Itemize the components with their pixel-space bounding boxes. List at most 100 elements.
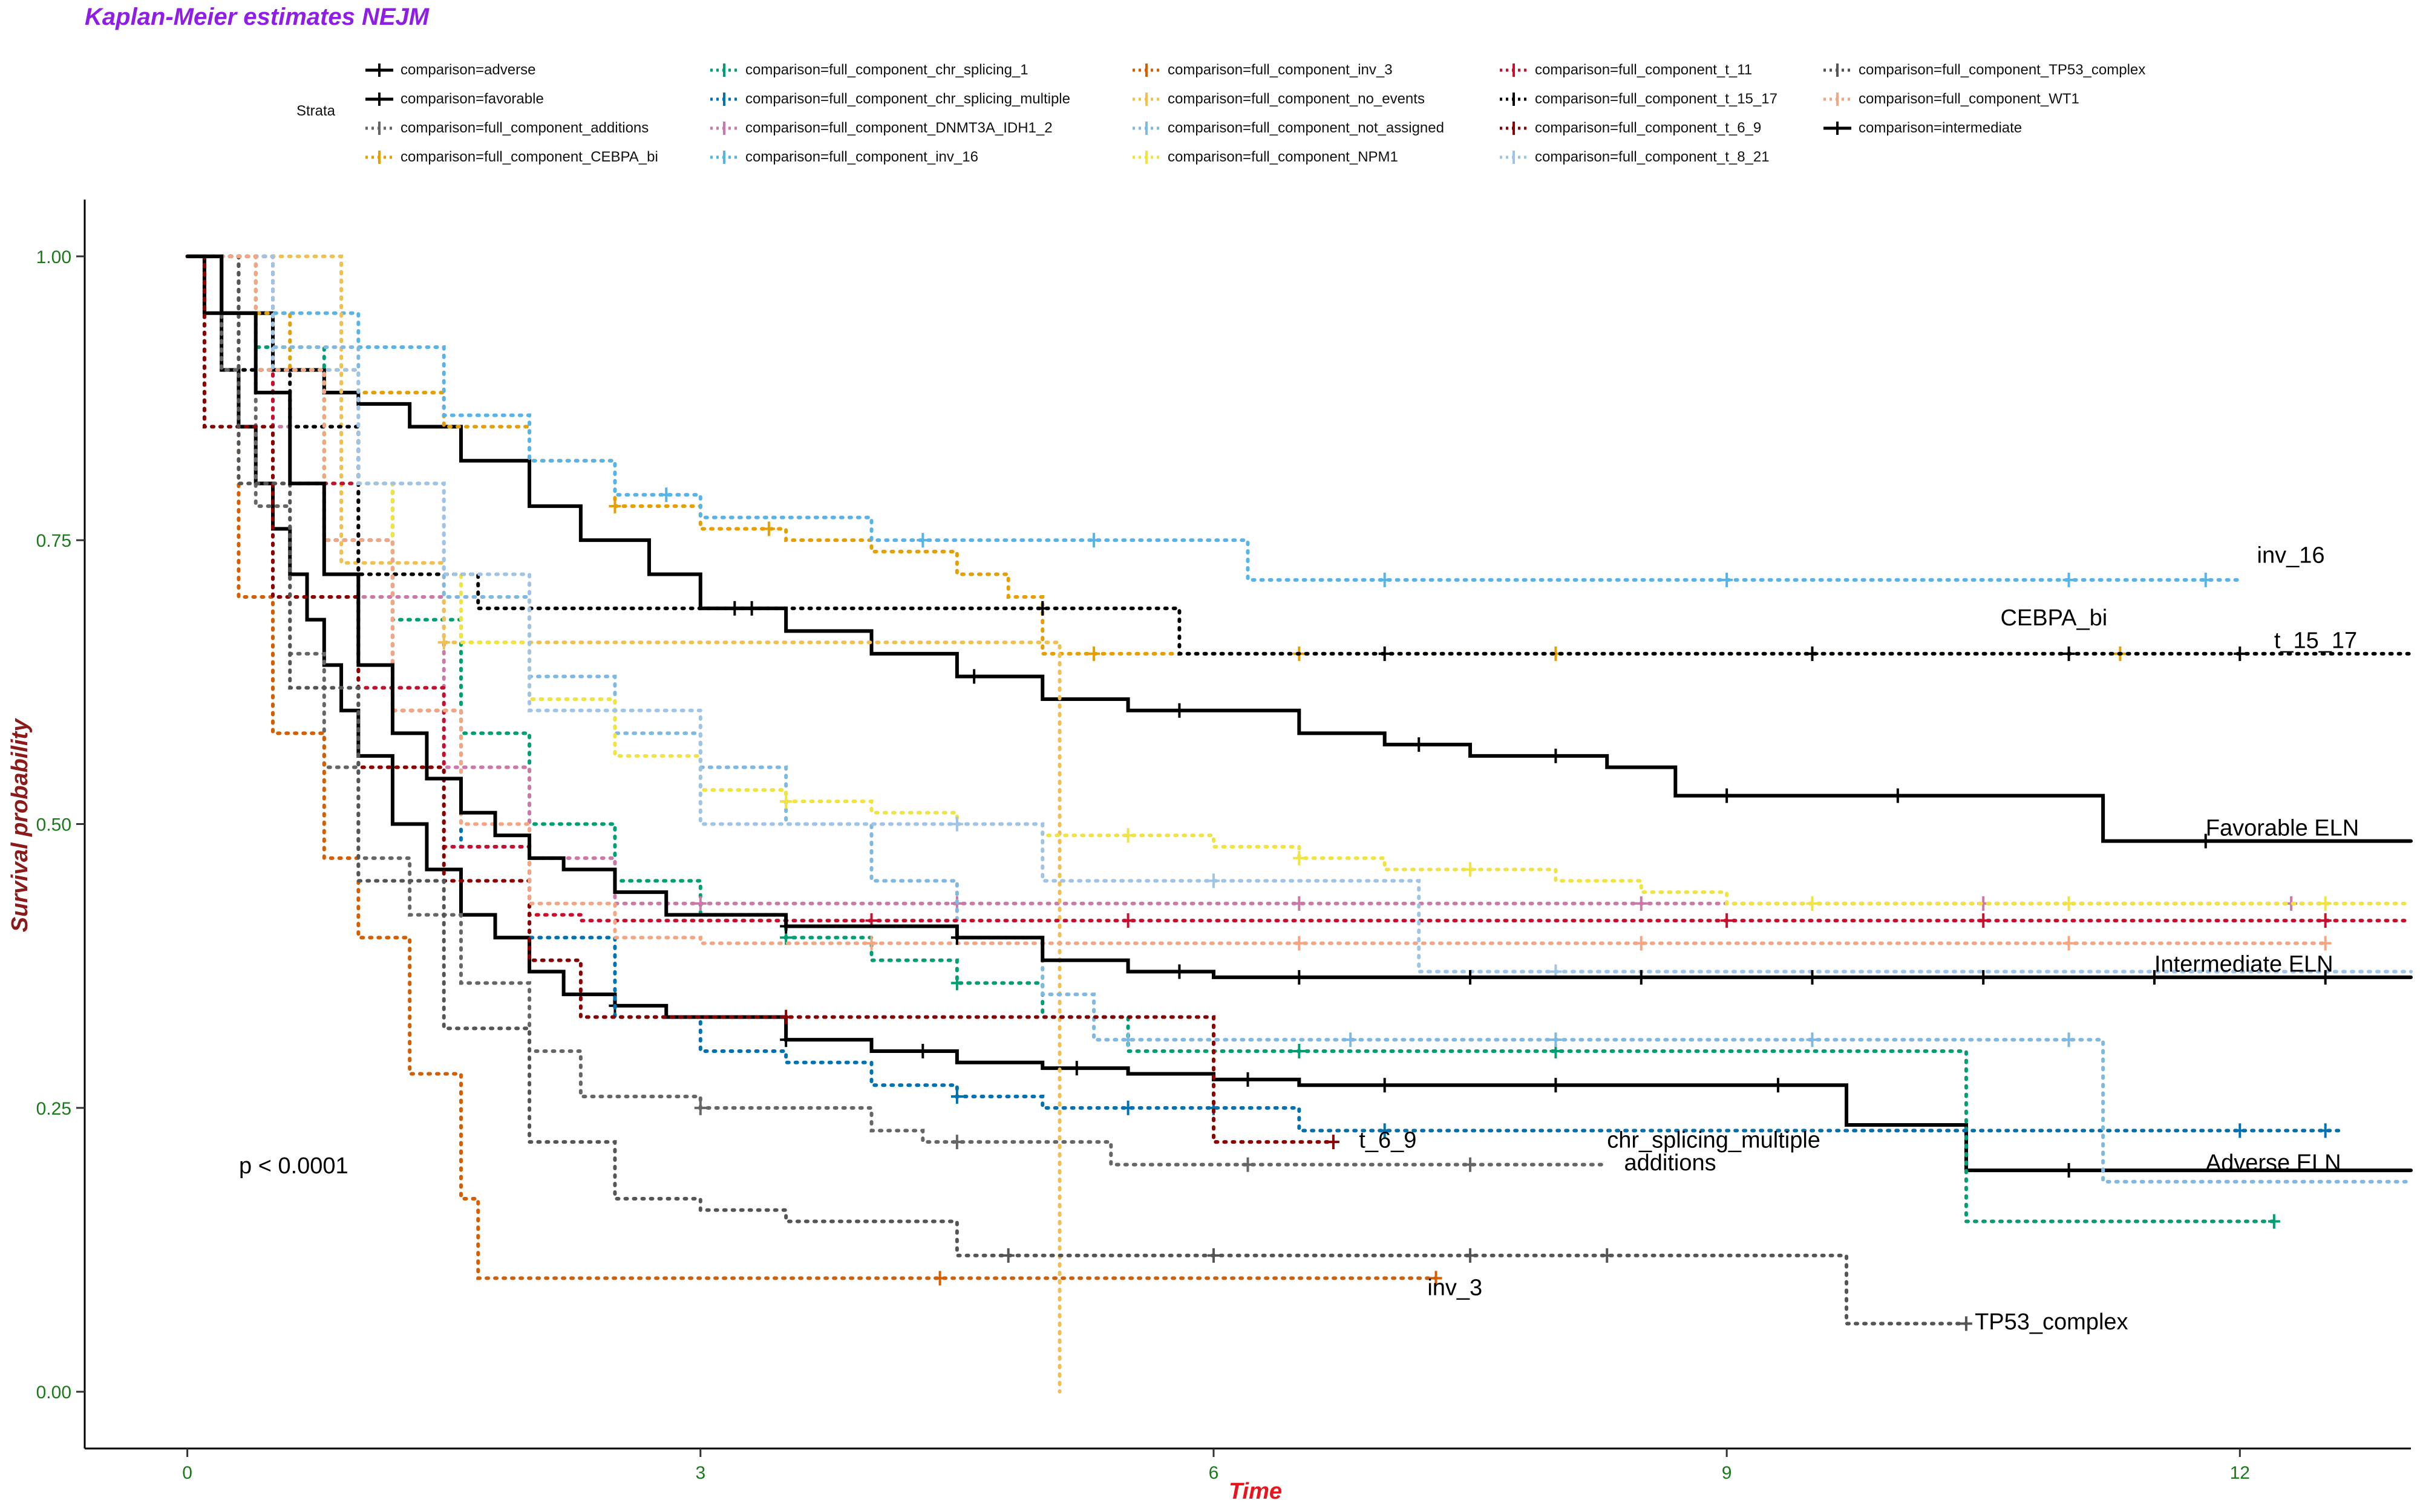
legend-label: comparison=full_component_inv_3	[1168, 62, 1393, 78]
survival-curve	[185, 254, 2344, 1133]
series-full-component-additions	[185, 254, 1609, 1172]
y-tick-label: 0.50	[36, 815, 71, 835]
p-value: p < 0.0001	[239, 1153, 348, 1179]
curve-annotation: inv_16	[2257, 543, 2325, 569]
legend-key	[1823, 93, 1851, 106]
curve-annotation: inv_3	[1427, 1276, 1482, 1301]
y-tick-label: 0.00	[36, 1383, 71, 1403]
legend-key	[710, 151, 738, 164]
survival-curve	[185, 254, 1062, 1394]
axes: 0 3 6 9 12 0.00 0.25 0.50 0.75 1.00	[36, 200, 2411, 1483]
survival-curve	[185, 254, 1609, 1167]
series-favorable	[185, 254, 2413, 849]
legend-key	[710, 122, 738, 135]
curve-annotation: chr_splicing_multiple	[1607, 1128, 1820, 1153]
survival-curve	[185, 254, 2327, 945]
series-full-component-t-8-21	[185, 254, 2413, 979]
curve-annotation: t_6_9	[1359, 1128, 1416, 1153]
y-tick-label: 1.00	[36, 247, 71, 267]
legend-item: comparison=full_component_t_6_9	[1497, 114, 1761, 143]
legend-item: comparison=full_component_TP53_complex	[1821, 56, 2145, 85]
legend-label: comparison=full_component_t_6_9	[1535, 120, 1762, 136]
legend-item: comparison=full_component_not_assigned	[1130, 114, 1444, 143]
legend-item: comparison=full_component_NPM1	[1130, 143, 1398, 172]
curve-annotation: Adverse ELN	[2206, 1150, 2341, 1176]
legend-label: comparison=full_component_t_11	[1535, 62, 1753, 78]
x-tick-label: 9	[1722, 1463, 1732, 1483]
series-full-component-chr-splicing-1	[185, 254, 2280, 1229]
series-intermediate	[185, 254, 2413, 985]
curve-annotation: Intermediate ELN	[2154, 952, 2333, 977]
series-full-component-t-11	[185, 254, 2413, 928]
legend-label: comparison=full_component_inv_16	[745, 149, 978, 165]
series-full-component-TP53-complex	[185, 254, 1972, 1331]
legend-item: comparison=full_component_t_11	[1497, 56, 1752, 85]
survival-curve	[185, 254, 2413, 974]
legend-key	[1133, 151, 1160, 164]
legend-item: comparison=full_component_additions	[363, 114, 649, 143]
legend-key	[1500, 64, 1528, 77]
survival-curve	[185, 254, 2413, 656]
series-full-component-no-events	[185, 254, 1062, 1394]
legend-title: Strata	[296, 103, 336, 119]
legend-item: comparison=full_component_WT1	[1821, 85, 2079, 114]
series-full-component-WT1	[185, 254, 2332, 951]
legend-key	[710, 93, 738, 106]
chart-title: Kaplan-Meier estimates NEJM	[85, 4, 430, 30]
curve-annotation: Favorable ELN	[2206, 815, 2359, 841]
legend-label: comparison=full_component_additions	[401, 120, 649, 136]
x-tick-label: 6	[1209, 1463, 1219, 1483]
y-tick-label: 0.75	[36, 531, 71, 551]
x-tick-label: 0	[182, 1463, 192, 1483]
legend-item: comparison=full_component_t_8_21	[1497, 143, 1770, 172]
legend-label: comparison=full_component_DNMT3A_IDH1_2	[745, 120, 1053, 136]
legend-key	[1823, 122, 1851, 135]
curve-annotation: t_15_17	[2274, 628, 2357, 654]
legend-key	[1133, 93, 1160, 106]
legend-label: comparison=favorable	[401, 91, 544, 107]
legend-label: comparison=full_component_chr_splicing_1	[745, 62, 1028, 78]
survival-curve	[185, 254, 2413, 923]
legend-label: comparison=full_component_WT1	[1859, 91, 2079, 107]
legend-key	[1133, 122, 1160, 135]
y-tick-label: 0.25	[36, 1099, 71, 1119]
legend-label: comparison=full_component_NPM1	[1168, 149, 1398, 165]
legend-key	[1500, 151, 1528, 164]
legend-key	[1133, 64, 1160, 77]
legend-key	[710, 64, 738, 77]
legend-item: comparison=full_component_inv_3	[1130, 56, 1393, 85]
series-full-component-NPM1	[185, 254, 2413, 911]
survival-curve	[185, 254, 2413, 905]
x-tick-label: 3	[695, 1463, 705, 1483]
legend-item: comparison=full_component_chr_splicing_m…	[708, 85, 1070, 114]
legend-key	[365, 151, 393, 164]
series-full-component-inv-3	[185, 254, 1442, 1286]
legend-label: comparison=full_component_no_events	[1168, 91, 1425, 107]
legend-item: comparison=full_component_t_15_17	[1497, 85, 1777, 114]
legend: Strata comparison=adverse comparison=favo…	[296, 56, 2293, 177]
series-full-component-DNMT3A-IDH1-2	[185, 254, 2327, 911]
legend-item: comparison=adverse	[363, 56, 535, 85]
legend-label: comparison=full_component_t_8_21	[1535, 149, 1770, 165]
series-full-component-chr-splicing-multiple	[185, 254, 2344, 1138]
legend-key	[365, 93, 393, 106]
legend-label: comparison=full_component_t_15_17	[1535, 91, 1777, 107]
legend-item: comparison=full_component_CEBPA_bi	[363, 143, 658, 172]
annotation-layer: inv_16 CEBPA_bi t_15_17 Favorable ELN Interm…	[1359, 543, 2359, 1335]
legend-item: comparison=full_component_no_events	[1130, 85, 1425, 114]
series-layer	[185, 254, 2413, 1394]
survival-curve	[185, 254, 2413, 979]
legend-label: comparison=intermediate	[1859, 120, 2023, 136]
survival-curve	[185, 254, 1968, 1326]
survival-curve	[185, 254, 2413, 843]
legend-item: comparison=full_component_DNMT3A_IDH1_2	[708, 114, 1053, 143]
legend-label: comparison=full_component_CEBPA_bi	[401, 149, 658, 165]
x-tick-label: 12	[2230, 1463, 2250, 1483]
survival-curve	[185, 254, 2276, 1224]
legend-item: comparison=full_component_inv_16	[708, 143, 978, 172]
x-axis-label: Time	[1229, 1479, 1282, 1504]
y-axis-label: Survival probability	[7, 718, 33, 933]
legend-key	[1500, 122, 1528, 135]
legend-label: comparison=full_component_chr_splicing_m…	[745, 91, 1070, 107]
